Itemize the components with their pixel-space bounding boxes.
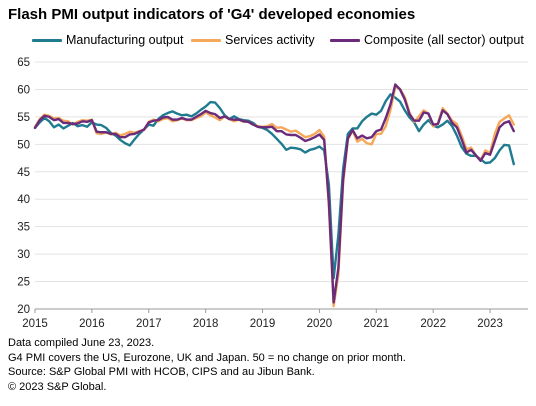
gridlines bbox=[35, 61, 528, 310]
footer-notes: Data compiled June 23, 2023. G4 PMI cove… bbox=[8, 336, 406, 394]
axes: 20 25 30 35 40 45 50 55 60 65 2015 2016 2017 2018 2019… bbox=[17, 57, 503, 330]
legend-label-composite: Composite (all sector) output bbox=[364, 33, 524, 47]
footer-copyright: © 2023 S&P Global. bbox=[8, 380, 107, 393]
y-tick-label: 60 bbox=[17, 84, 30, 96]
x-tick-label: 2022 bbox=[420, 318, 446, 330]
legend-item-services: Services activity bbox=[191, 32, 315, 48]
x-tick-label: 2023 bbox=[477, 318, 503, 330]
legend-label-services: Services activity bbox=[225, 33, 315, 47]
y-tick-label: 30 bbox=[17, 249, 30, 261]
x-tick-label: 2020 bbox=[307, 318, 333, 330]
legend-swatch-manufacturing bbox=[32, 38, 62, 42]
x-tick-label: 2015 bbox=[22, 318, 48, 330]
chart-title: Flash PMI output indicators of 'G4' deve… bbox=[8, 6, 416, 23]
x-tick-label: 2016 bbox=[79, 318, 105, 330]
series-line-manufacturing bbox=[33, 93, 515, 280]
y-tick-label: 55 bbox=[17, 112, 30, 124]
y-tick-label: 65 bbox=[17, 57, 30, 69]
series-line-services bbox=[33, 85, 515, 308]
x-tick-label: 2021 bbox=[364, 318, 390, 330]
legend-swatch-services bbox=[191, 38, 221, 42]
legend-item-manufacturing: Manufacturing output bbox=[32, 32, 183, 48]
y-tick-label: 40 bbox=[17, 194, 30, 206]
footer-date-note: Data compiled June 23, 2023. bbox=[8, 337, 155, 349]
legend-label-manufacturing: Manufacturing output bbox=[66, 33, 184, 47]
series-line-composite bbox=[33, 83, 515, 304]
legend-swatch-composite bbox=[330, 38, 360, 42]
legend: Manufacturing output Services activity C… bbox=[0, 32, 536, 52]
legend-item-composite: Composite (all sector) output bbox=[330, 32, 524, 48]
footer-coverage-note: G4 PMI covers the US, Eurozone, UK and J… bbox=[8, 351, 406, 364]
y-tick-label: 50 bbox=[17, 139, 30, 151]
x-tick-label: 2019 bbox=[250, 318, 276, 330]
y-tick-label: 35 bbox=[17, 222, 30, 234]
y-tick-label: 20 bbox=[17, 304, 30, 316]
x-tick-label: 2017 bbox=[136, 318, 162, 330]
y-tick-label: 45 bbox=[17, 167, 30, 179]
x-tick-label: 2018 bbox=[193, 318, 219, 330]
y-tick-label: 25 bbox=[17, 277, 30, 289]
footer-source-note: Source: S&P Global PMI with HCOB, CIPS a… bbox=[8, 366, 315, 378]
series-lines bbox=[33, 83, 515, 308]
